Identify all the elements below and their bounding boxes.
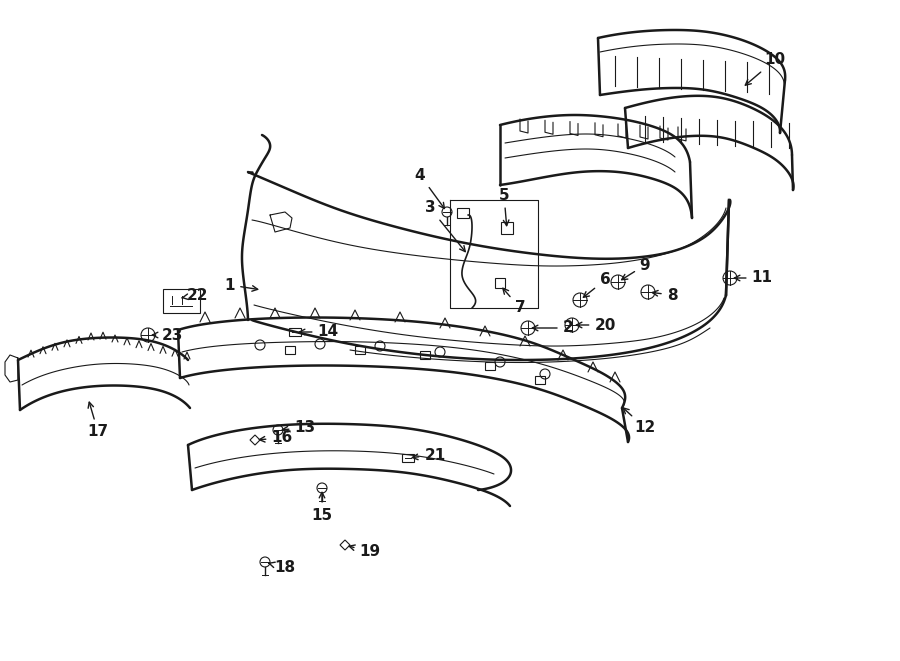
Text: 15: 15	[311, 492, 333, 522]
Text: 1: 1	[225, 278, 257, 293]
Text: 21: 21	[412, 447, 446, 463]
Bar	[485, 362, 495, 370]
Bar	[495, 278, 505, 288]
Text: 10: 10	[745, 52, 786, 85]
Text: 7: 7	[503, 288, 526, 315]
Text: 22: 22	[182, 288, 209, 303]
Text: 9: 9	[622, 258, 651, 280]
Bar	[285, 346, 295, 354]
Text: 13: 13	[283, 420, 316, 436]
Bar	[402, 454, 414, 462]
Bar	[355, 346, 365, 354]
Bar	[501, 222, 513, 234]
Bar	[420, 351, 430, 359]
Text: 5: 5	[499, 188, 509, 225]
Bar	[289, 328, 301, 336]
Text: 11: 11	[734, 270, 772, 286]
Text: 4: 4	[415, 167, 445, 208]
Text: 2: 2	[532, 321, 573, 336]
Bar	[535, 376, 545, 384]
Text: 12: 12	[623, 408, 655, 436]
Text: 17: 17	[87, 402, 109, 440]
Text: 14: 14	[300, 325, 338, 340]
Text: 3: 3	[425, 200, 465, 252]
Text: 20: 20	[576, 317, 616, 332]
Text: 19: 19	[349, 545, 381, 559]
Text: 8: 8	[652, 288, 678, 303]
Text: 23: 23	[152, 327, 183, 342]
Text: 16: 16	[259, 430, 292, 446]
Text: 18: 18	[269, 561, 295, 576]
Text: 6: 6	[583, 272, 610, 297]
Bar	[457, 208, 469, 218]
